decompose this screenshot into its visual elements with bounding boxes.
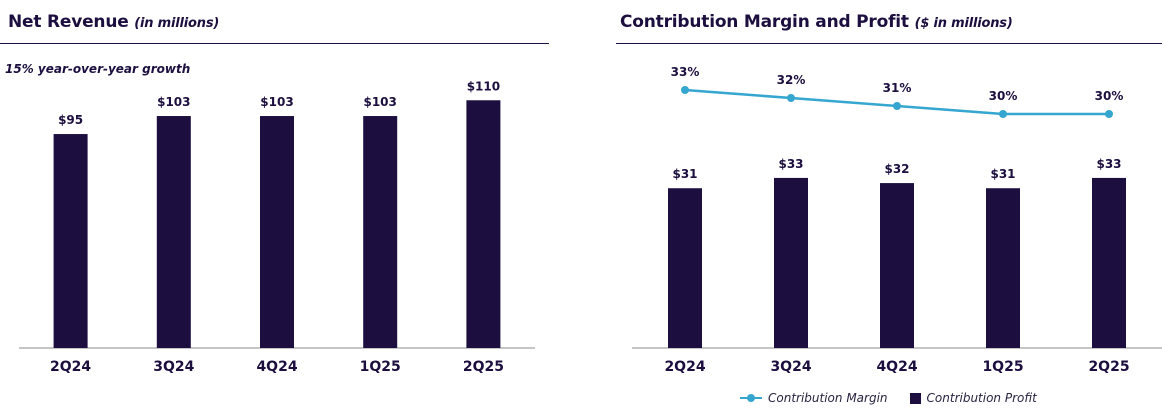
net-revenue-title: Net Revenue (in millions) xyxy=(8,12,219,32)
profit-bar xyxy=(1092,177,1126,348)
contribution-title-divider xyxy=(616,43,1162,44)
x-tick-label: 2Q25 xyxy=(463,359,504,375)
net-revenue-title-text: Net Revenue xyxy=(8,12,129,32)
margin-point xyxy=(787,94,795,102)
profit-value-label: $33 xyxy=(778,157,803,171)
line-marker-icon xyxy=(747,394,755,402)
net-revenue-title-unit: (in millions) xyxy=(134,16,220,31)
legend-profit-label: Contribution Profit xyxy=(926,391,1037,405)
profit-bar xyxy=(774,177,808,348)
contribution-title-text: Contribution Margin and Profit xyxy=(620,12,909,32)
revenue-bar xyxy=(466,100,501,348)
revenue-value-label: $103 xyxy=(260,95,293,109)
x-tick-label: 4Q24 xyxy=(256,359,297,375)
x-tick-label: 3Q24 xyxy=(153,359,194,375)
margin-point xyxy=(999,110,1007,118)
x-tick-label: 1Q25 xyxy=(982,359,1023,375)
net-revenue-title-divider xyxy=(0,43,549,44)
profit-value-label: $31 xyxy=(672,167,697,181)
margin-point xyxy=(893,102,901,110)
profit-value-label: $33 xyxy=(1096,157,1121,171)
legend-item-margin: Contribution Margin xyxy=(740,391,888,405)
x-tick-label: 1Q25 xyxy=(360,359,401,375)
x-tick-label: 2Q25 xyxy=(1088,359,1129,375)
profit-value-label: $31 xyxy=(990,167,1015,181)
line-swatch-icon xyxy=(740,394,762,402)
x-tick-label: 3Q24 xyxy=(770,359,811,375)
margin-value-label: 30% xyxy=(989,89,1018,103)
contribution-panel: Contribution Margin and Profit ($ in mil… xyxy=(616,0,1162,409)
revenue-value-label: $103 xyxy=(157,95,190,109)
revenue-value-label: $103 xyxy=(363,95,396,109)
revenue-bar xyxy=(363,116,398,348)
revenue-value-label: $110 xyxy=(467,79,500,93)
contribution-chart: $31 2Q24 $33 3Q24 $32 4Q24 $31 1Q25 $33 2Q25 33% 32… xyxy=(632,65,1162,375)
x-tick-label: 4Q24 xyxy=(876,359,917,375)
margin-value-label: 32% xyxy=(777,73,806,87)
profit-bar xyxy=(880,183,914,348)
revenue-bar xyxy=(156,116,191,348)
legend-margin-label: Contribution Margin xyxy=(768,391,888,405)
margin-value-label: 33% xyxy=(671,65,700,79)
margin-point xyxy=(681,86,689,94)
contribution-title-unit: ($ in millions) xyxy=(914,16,1013,31)
x-tick-label: 2Q24 xyxy=(664,359,705,375)
profit-bar xyxy=(986,188,1020,348)
net-revenue-chart: $95 2Q24 $103 3Q24 $103 4Q24 $103 1Q25 $110 2Q25 xyxy=(19,79,535,375)
profit-bar xyxy=(668,188,702,348)
yoy-growth-note: 15% year-over-year growth xyxy=(5,62,191,76)
revenue-bar xyxy=(53,134,88,348)
x-tick-label: 2Q24 xyxy=(50,359,91,375)
margin-point xyxy=(1105,110,1113,118)
profit-value-label: $32 xyxy=(884,162,909,176)
margin-value-label: 30% xyxy=(1095,89,1124,103)
legend-item-profit: Contribution Profit xyxy=(909,391,1037,405)
margin-value-label: 31% xyxy=(883,81,912,95)
chart-legend: Contribution Margin Contribution Profit xyxy=(740,391,1037,405)
revenue-bar xyxy=(260,116,294,348)
net-revenue-panel: Net Revenue (in millions) 15% year-over-… xyxy=(0,0,555,409)
bar-swatch-icon xyxy=(909,392,921,404)
revenue-value-label: $95 xyxy=(58,113,83,127)
contribution-title: Contribution Margin and Profit ($ in mil… xyxy=(620,12,1013,32)
